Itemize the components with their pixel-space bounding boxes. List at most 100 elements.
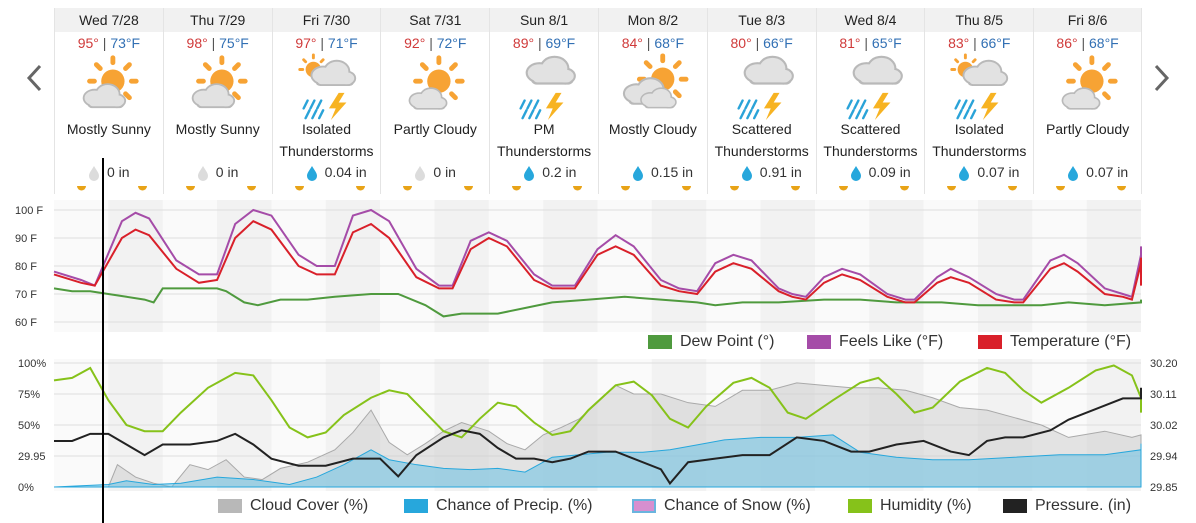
humidity-line: [53, 364, 1142, 439]
day-column[interactable]: Mon 8/2 84° | 68°F Mostly Cloudy 0.15 in: [597, 8, 707, 194]
low-temp: 72°F: [436, 35, 467, 51]
rain-drop-icon: [850, 166, 861, 181]
legend-item[interactable]: Chance of Snow (%): [632, 497, 811, 515]
condition-text: Isolated Thunderstorms: [925, 118, 1033, 162]
legend-item[interactable]: Humidity (%): [848, 497, 972, 515]
rain-drop-icon: [306, 166, 317, 181]
day-label: Thu 8/5: [925, 8, 1034, 32]
legend-label: Cloud Cover (%): [250, 497, 369, 514]
day-column[interactable]: Thu 7/29 98° | 75°F Mostly Sunny 0 in: [162, 8, 272, 194]
day-temps: 97° | 71°F: [273, 35, 381, 53]
partly-cloudy-icon: [408, 55, 466, 110]
condition-line-2: Thunderstorms: [497, 143, 592, 159]
precip-value: 0 in: [433, 164, 456, 180]
legend-item[interactable]: Dew Point (°): [648, 333, 774, 351]
y-tick-label-right: 30.20: [1150, 358, 1178, 370]
next-days-button[interactable]: [1146, 58, 1176, 98]
temp-separator: |: [973, 35, 977, 51]
day-temps: 92° | 72°F: [381, 35, 489, 53]
rain-drop-icon: [741, 166, 752, 181]
day-label: Sun 8/1: [490, 8, 598, 32]
condition-line-1: Isolated: [954, 121, 1004, 137]
sunrise-icon: [512, 186, 522, 191]
previous-days-button[interactable]: [20, 58, 50, 98]
high-temp: 97°: [295, 35, 317, 51]
y-tick-label-right: 29.94: [1150, 451, 1178, 463]
precip-amount: 0.15 in: [599, 162, 707, 182]
atmosphere-chart: 100% 30.20 75% 30.11 50% 30.02 29.95 29.94 0% 29.…: [18, 358, 1178, 494]
sunrise-icon: [77, 186, 86, 191]
condition-line-1: Scattered: [840, 121, 901, 137]
y-tick-label-right: 30.02: [1150, 420, 1178, 432]
mostly-sunny-icon: [82, 55, 139, 109]
legend-item[interactable]: Feels Like (°F): [807, 333, 943, 351]
isolated-thunderstorms-icon: [950, 53, 1009, 121]
legend-label: Dew Point (°): [680, 333, 775, 350]
condition-line-1: Mostly Sunny: [66, 121, 151, 137]
condition-line-1: Isolated: [301, 121, 352, 137]
day-column[interactable]: Fri 8/6 86° | 68°F Partly Cloudy 0.07 in: [1033, 8, 1142, 194]
legend-item[interactable]: Pressure. (in): [1003, 497, 1131, 515]
rain-drop-icon: [524, 166, 535, 181]
condition-line-1: Partly Cloudy: [393, 121, 477, 137]
high-temp: 95°: [77, 35, 99, 51]
y-tick-label: 100 F: [15, 205, 43, 217]
day-column[interactable]: Wed 7/28 95° | 73°F Mostly Sunny 0 in: [54, 8, 163, 194]
condition-line-1: Scattered: [731, 121, 792, 137]
y-tick-label-left: 0%: [18, 482, 34, 494]
low-temp: 69°F: [545, 35, 576, 51]
sunset-icon: [573, 186, 583, 191]
y-tick-label-right: 29.85: [1150, 482, 1178, 494]
legend-item[interactable]: Cloud Cover (%): [218, 497, 368, 515]
legend-item[interactable]: Chance of Precip. (%): [404, 497, 593, 515]
day-temps: 86° | 68°F: [1034, 35, 1141, 53]
temperature-chart: 100 F 90 F 80 F 70 F 60 F: [15, 200, 1142, 332]
day-column[interactable]: Wed 8/4 81° | 65°F Scattered Thunderstorms 0…: [815, 8, 925, 194]
precip-value: 0.04 in: [324, 164, 367, 180]
day-temps: 81° | 65°F: [817, 35, 925, 53]
precip-value: 0 in: [215, 164, 239, 180]
day-label: Thu 7/29: [163, 8, 272, 32]
condition-text: Mostly Cloudy: [599, 118, 707, 140]
legend-swatch: [807, 335, 831, 349]
day-column[interactable]: Fri 7/30 97° | 71°F Isolated Thunderstorms 0…: [271, 8, 381, 194]
precip-amount: 0.91 in: [708, 162, 816, 182]
precip-value: 0.07 in: [977, 164, 1020, 180]
low-temp: 71°F: [327, 35, 358, 51]
temp-separator: |: [646, 35, 651, 51]
mostly-sunny-icon: [191, 55, 248, 109]
legend-label: Feels Like (°F): [839, 333, 944, 350]
rain-drop-icon: [89, 166, 99, 181]
condition-line-2: Thunderstorms: [714, 143, 809, 159]
partly-cloudy-icon: [1061, 55, 1118, 110]
sunset-icon: [464, 186, 474, 191]
high-temp: 84°: [621, 35, 643, 51]
day-temps: 84° | 68°F: [599, 35, 707, 53]
isolated-thunderstorms-icon: [297, 53, 356, 121]
legend-item[interactable]: Temperature (°F): [978, 333, 1131, 351]
thunderstorms-icon: [846, 55, 903, 121]
y-tick-label-left: 29.95: [18, 451, 46, 463]
day-column[interactable]: Thu 8/5 83° | 66°F Isolated Thunderstorms 0.…: [924, 8, 1034, 194]
low-temp: 68°F: [654, 35, 685, 51]
sunset-icon: [1117, 186, 1127, 191]
precip-value: 0.15 in: [650, 164, 694, 180]
low-temp: 75°F: [219, 35, 249, 51]
y-tick-label: 90 F: [15, 233, 37, 245]
day-column[interactable]: Sun 8/1 89° | 69°F PM Thunderstorms 0.2 in: [489, 8, 598, 194]
day-column[interactable]: Tue 8/3 80° | 66°F Scattered Thunderstorms 0…: [706, 8, 816, 194]
rain-drop-icon: [415, 166, 426, 181]
y-tick-label: 70 F: [15, 289, 37, 301]
current-time-marker: [102, 158, 104, 523]
temp-separator: |: [320, 35, 325, 51]
precip-chance-area: [53, 434, 1142, 488]
legend-label: Pressure. (in): [1035, 497, 1132, 514]
series-line: [53, 208, 1142, 301]
condition-line-2: Thunderstorms: [823, 143, 918, 159]
condition-line-2: Thunderstorms: [932, 143, 1027, 159]
day-column[interactable]: Sat 7/31 92° | 72°F Partly Cloudy 0 in: [380, 8, 490, 194]
temp-separator: |: [1081, 35, 1086, 51]
legend-swatch: [648, 335, 672, 349]
rain-drop-icon: [959, 166, 970, 181]
day-temps: 98° | 75°F: [164, 35, 272, 53]
